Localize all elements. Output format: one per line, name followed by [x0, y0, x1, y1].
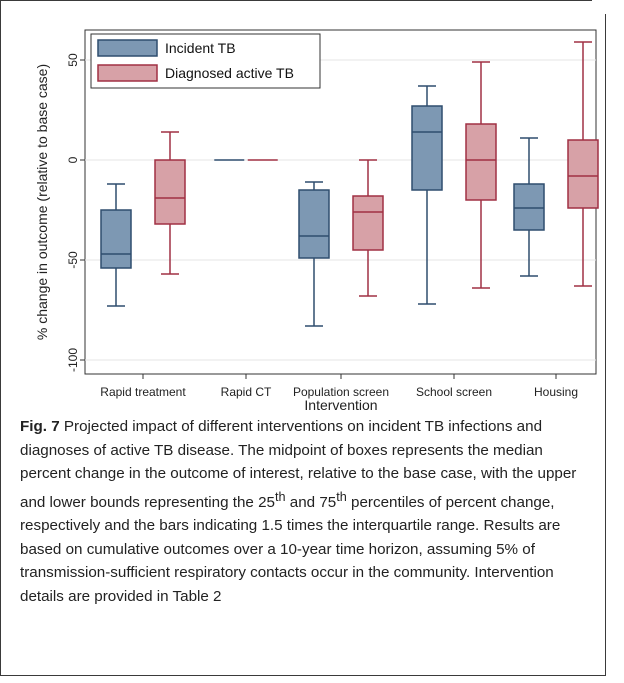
legend-swatch-diagnosed-active-tb: [97, 64, 158, 82]
x-tick-label: Population screen: [293, 385, 389, 399]
box-iqr: [154, 159, 186, 225]
box-0-series-1: [154, 131, 186, 275]
y-tick-label: -50: [66, 251, 80, 269]
box-3-series-0: [411, 85, 443, 305]
box-2-series-1: [352, 159, 384, 297]
caption-text-part-3: percentiles of percent change, respectiv…: [20, 493, 561, 605]
legend-swatch-incident-tb: [97, 39, 158, 57]
axes: -100 -50 0 50 Rapid treatment Rapid CT Populat…: [66, 53, 578, 399]
x-axis-title: Intervention: [304, 397, 377, 412]
y-axis-title: % change in outcome (relative to base ca…: [34, 64, 50, 340]
caption-label: Fig. 7: [20, 418, 60, 435]
box-iqr: [352, 195, 384, 251]
x-tick-label: Rapid treatment: [100, 385, 186, 399]
caption-text-part-2: and 75: [285, 493, 337, 511]
box-iqr: [100, 209, 132, 269]
figure-frame-right: [605, 14, 606, 676]
figure-frame-top: [0, 0, 592, 1]
box-2-series-0: [298, 181, 330, 327]
y-tick-label: 50: [66, 53, 80, 67]
figure-caption: Fig. 7 Projected impact of different int…: [20, 415, 592, 608]
box-iqr: [513, 183, 545, 231]
box-0-series-0: [100, 183, 132, 307]
box-iqr: [298, 189, 330, 259]
x-tick-label: Rapid CT: [221, 385, 272, 399]
legend-label-incident-tb: Incident TB: [165, 40, 236, 56]
box-iqr: [411, 105, 443, 191]
x-tick-label: School screen: [416, 385, 492, 399]
caption-text-part-1: Projected impact of different interventi…: [20, 418, 577, 511]
box-4-series-1: [567, 41, 599, 287]
caption-paragraph: Fig. 7 Projected impact of different int…: [20, 415, 592, 608]
y-tick-label: 0: [66, 156, 80, 163]
figure-frame: [0, 0, 606, 676]
y-tick-label: -100: [66, 348, 80, 372]
box-iqr: [465, 123, 497, 201]
box-4-series-0: [513, 137, 545, 277]
box-iqr: [567, 139, 599, 209]
box-plot-chart: -100 -50 0 50 Rapid treatment Rapid CT Populat…: [34, 29, 599, 412]
caption-superscript-2: th: [336, 489, 347, 504]
x-tick-label: Housing: [534, 385, 578, 399]
boxes: [100, 41, 599, 327]
box-3-series-1: [465, 61, 497, 289]
legend-label-diagnosed-active-tb: Diagnosed active TB: [165, 65, 294, 81]
legend: Incident TB Diagnosed active TB: [90, 33, 321, 89]
caption-superscript-1: th: [275, 489, 286, 504]
